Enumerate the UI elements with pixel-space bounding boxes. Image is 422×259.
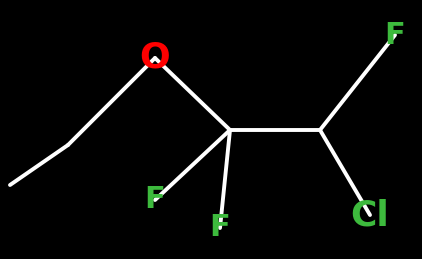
Text: O: O (140, 41, 170, 75)
Text: Cl: Cl (351, 198, 390, 232)
Text: F: F (145, 185, 165, 214)
Text: F: F (210, 213, 230, 242)
Text: F: F (384, 20, 406, 49)
